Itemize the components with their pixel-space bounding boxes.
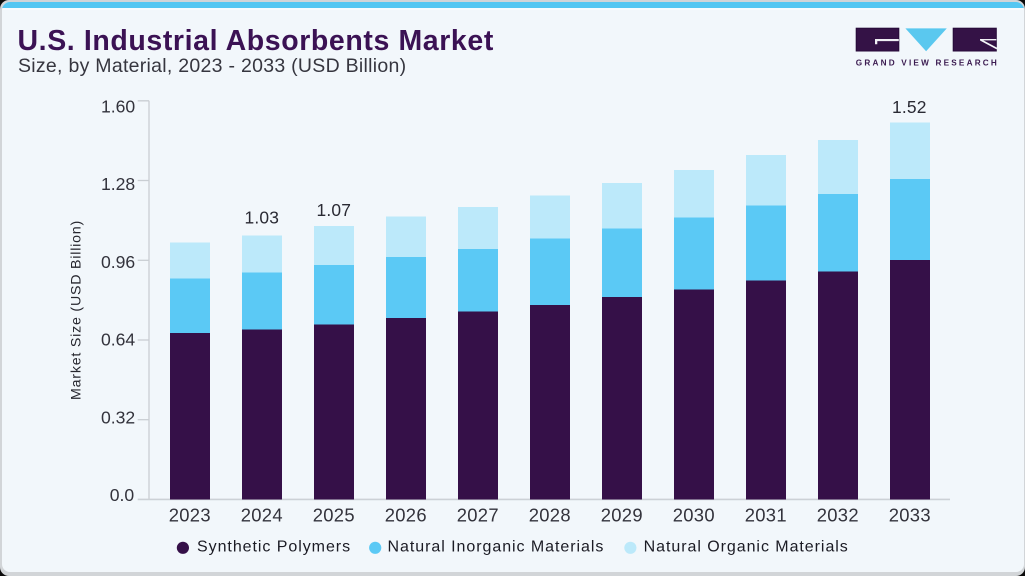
svg-text:1.60: 1.60 (101, 97, 135, 117)
svg-text:0.64: 0.64 (101, 330, 135, 350)
svg-text:0.0: 0.0 (110, 485, 135, 505)
svg-text:Market Size (USD Billion): Market Size (USD Billion) (69, 220, 85, 400)
svg-text:1.07: 1.07 (316, 200, 351, 220)
svg-text:2026: 2026 (385, 505, 427, 526)
svg-text:2029: 2029 (601, 505, 643, 526)
svg-text:1.03: 1.03 (244, 208, 279, 228)
svg-text:1.28: 1.28 (101, 174, 135, 194)
svg-text:2025: 2025 (313, 505, 355, 526)
svg-text:Natural Organic Materials: Natural Organic Materials (644, 539, 849, 556)
svg-text:2028: 2028 (529, 505, 571, 526)
svg-text:0.96: 0.96 (101, 252, 135, 272)
svg-text:2023: 2023 (169, 505, 211, 526)
svg-text:2032: 2032 (817, 505, 859, 526)
svg-text:2031: 2031 (745, 505, 787, 526)
svg-text:2024: 2024 (241, 505, 283, 526)
svg-text:Natural Inorganic Materials: Natural Inorganic Materials (388, 539, 605, 556)
svg-text:1.52: 1.52 (892, 97, 927, 117)
svg-text:Synthetic Polymers: Synthetic Polymers (197, 539, 351, 556)
svg-text:2027: 2027 (457, 505, 499, 526)
svg-text:2030: 2030 (673, 505, 715, 526)
svg-text:0.32: 0.32 (101, 407, 135, 427)
svg-text:GRAND VIEW RESEARCH: GRAND VIEW RESEARCH (856, 58, 999, 67)
svg-text:2033: 2033 (889, 505, 931, 526)
